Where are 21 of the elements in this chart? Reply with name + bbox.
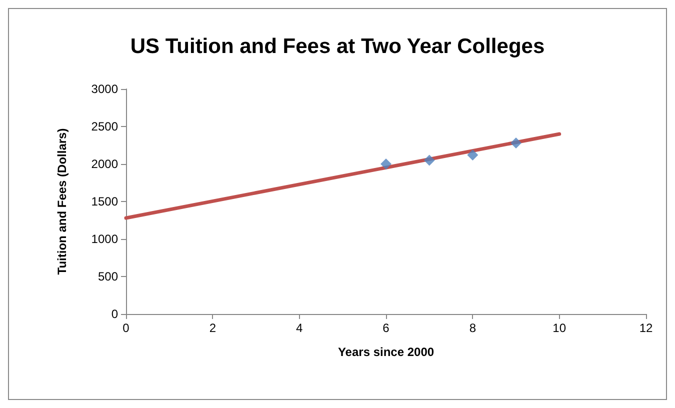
x-tick-label: 12 (639, 321, 653, 335)
x-tick-label: 4 (296, 321, 303, 335)
y-tick-label: 1000 (91, 232, 118, 246)
y-tick-label: 2000 (91, 157, 118, 171)
x-tick-label: 8 (469, 321, 476, 335)
y-tick-label: 500 (98, 270, 118, 284)
point (424, 154, 435, 166)
chart-title: US Tuition and Fees at Two Year Colleges (130, 35, 545, 58)
x-tick-label: 10 (552, 321, 566, 335)
y-tick-label: 3000 (91, 82, 118, 96)
point (380, 158, 392, 170)
y-axis-title: Tuition and Fees (Dollars) (55, 128, 69, 275)
y-tick-label: 1500 (91, 194, 118, 208)
x-axis-title: Years since 2000 (338, 345, 434, 359)
y-tick-label: 0 (111, 307, 118, 321)
x-tick-label: 2 (209, 321, 216, 335)
x-tick-label: 0 (122, 321, 130, 335)
point (510, 138, 522, 148)
x-tick-label: 6 (382, 321, 390, 335)
point (467, 150, 478, 160)
y-tick-label: 2500 (91, 120, 118, 134)
